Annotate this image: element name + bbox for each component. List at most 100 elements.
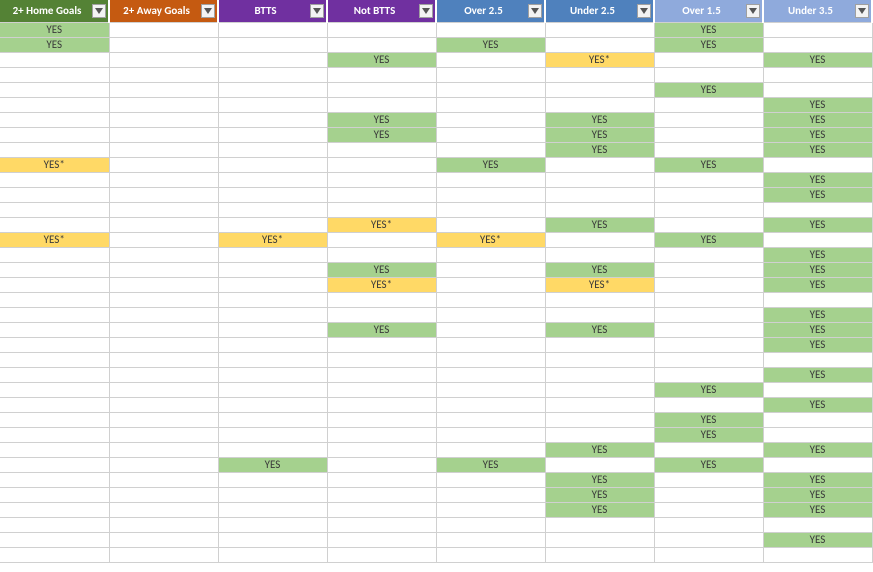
cell-away2[interactable]: [109, 367, 218, 382]
cell-home2[interactable]: [0, 547, 109, 562]
cell-u25[interactable]: [545, 427, 654, 442]
cell-o25[interactable]: [436, 322, 545, 337]
cell-o15[interactable]: [654, 52, 763, 67]
cell-away2[interactable]: [109, 97, 218, 112]
cell-nbtts[interactable]: [327, 412, 436, 427]
cell-btts[interactable]: [218, 277, 327, 292]
cell-o15[interactable]: [654, 472, 763, 487]
filter-dropdown-icon[interactable]: [419, 4, 433, 18]
cell-o25[interactable]: [436, 262, 545, 277]
cell-u35[interactable]: YES: [763, 217, 872, 232]
cell-u25[interactable]: [545, 307, 654, 322]
cell-o15[interactable]: [654, 487, 763, 502]
cell-btts[interactable]: [218, 67, 327, 82]
cell-u35[interactable]: YES: [763, 127, 872, 142]
cell-btts[interactable]: [218, 82, 327, 97]
filter-dropdown-icon[interactable]: [201, 4, 215, 18]
cell-btts[interactable]: [218, 322, 327, 337]
cell-o25[interactable]: [436, 22, 545, 37]
cell-u35[interactable]: YES: [763, 187, 872, 202]
cell-away2[interactable]: [109, 457, 218, 472]
cell-away2[interactable]: [109, 232, 218, 247]
cell-away2[interactable]: [109, 442, 218, 457]
cell-o25[interactable]: [436, 127, 545, 142]
cell-o25[interactable]: [436, 172, 545, 187]
column-header-btts[interactable]: BTTS: [218, 0, 327, 22]
cell-home2[interactable]: [0, 142, 109, 157]
cell-o25[interactable]: [436, 82, 545, 97]
cell-btts[interactable]: [218, 502, 327, 517]
filter-dropdown-icon[interactable]: [637, 4, 651, 18]
cell-nbtts[interactable]: [327, 247, 436, 262]
cell-u35[interactable]: YES: [763, 337, 872, 352]
cell-o15[interactable]: YES: [654, 157, 763, 172]
cell-btts[interactable]: [218, 532, 327, 547]
cell-u25[interactable]: [545, 97, 654, 112]
cell-o15[interactable]: [654, 337, 763, 352]
cell-home2[interactable]: [0, 532, 109, 547]
cell-home2[interactable]: [0, 277, 109, 292]
cell-o25[interactable]: YES*: [436, 232, 545, 247]
cell-o25[interactable]: [436, 412, 545, 427]
cell-o15[interactable]: [654, 187, 763, 202]
cell-u35[interactable]: [763, 67, 872, 82]
cell-o25[interactable]: [436, 547, 545, 562]
cell-btts[interactable]: [218, 547, 327, 562]
filter-dropdown-icon[interactable]: [92, 4, 106, 18]
cell-o15[interactable]: YES: [654, 232, 763, 247]
cell-away2[interactable]: [109, 142, 218, 157]
cell-u25[interactable]: [545, 202, 654, 217]
cell-nbtts[interactable]: YES*: [327, 217, 436, 232]
cell-o25[interactable]: [436, 52, 545, 67]
cell-o15[interactable]: [654, 292, 763, 307]
cell-u25[interactable]: [545, 22, 654, 37]
cell-home2[interactable]: [0, 67, 109, 82]
cell-btts[interactable]: [218, 52, 327, 67]
cell-away2[interactable]: [109, 22, 218, 37]
cell-home2[interactable]: [0, 352, 109, 367]
cell-o15[interactable]: [654, 172, 763, 187]
cell-btts[interactable]: [218, 337, 327, 352]
cell-u25[interactable]: YES: [545, 112, 654, 127]
cell-nbtts[interactable]: [327, 442, 436, 457]
cell-u25[interactable]: YES: [545, 217, 654, 232]
cell-nbtts[interactable]: [327, 172, 436, 187]
cell-u35[interactable]: YES: [763, 397, 872, 412]
cell-home2[interactable]: [0, 262, 109, 277]
cell-nbtts[interactable]: YES: [327, 112, 436, 127]
cell-o15[interactable]: [654, 67, 763, 82]
cell-home2[interactable]: YES: [0, 22, 109, 37]
cell-u25[interactable]: YES: [545, 502, 654, 517]
cell-u25[interactable]: [545, 187, 654, 202]
cell-nbtts[interactable]: YES: [327, 52, 436, 67]
cell-o25[interactable]: [436, 352, 545, 367]
cell-u25[interactable]: [545, 397, 654, 412]
cell-u25[interactable]: [545, 247, 654, 262]
cell-o15[interactable]: [654, 442, 763, 457]
cell-o15[interactable]: YES: [654, 22, 763, 37]
cell-home2[interactable]: YES*: [0, 157, 109, 172]
cell-btts[interactable]: YES: [218, 457, 327, 472]
cell-u25[interactable]: [545, 337, 654, 352]
cell-o25[interactable]: [436, 472, 545, 487]
cell-home2[interactable]: [0, 442, 109, 457]
cell-home2[interactable]: [0, 127, 109, 142]
cell-home2[interactable]: [0, 427, 109, 442]
cell-nbtts[interactable]: YES: [327, 322, 436, 337]
cell-home2[interactable]: [0, 172, 109, 187]
cell-away2[interactable]: [109, 82, 218, 97]
cell-u35[interactable]: YES: [763, 262, 872, 277]
cell-away2[interactable]: [109, 322, 218, 337]
cell-btts[interactable]: [218, 262, 327, 277]
cell-home2[interactable]: [0, 367, 109, 382]
cell-o25[interactable]: [436, 277, 545, 292]
cell-btts[interactable]: [218, 352, 327, 367]
cell-nbtts[interactable]: [327, 142, 436, 157]
cell-nbtts[interactable]: [327, 352, 436, 367]
cell-home2[interactable]: [0, 457, 109, 472]
cell-away2[interactable]: [109, 487, 218, 502]
cell-btts[interactable]: [218, 487, 327, 502]
cell-btts[interactable]: [218, 172, 327, 187]
cell-o15[interactable]: [654, 127, 763, 142]
cell-u25[interactable]: YES*: [545, 52, 654, 67]
